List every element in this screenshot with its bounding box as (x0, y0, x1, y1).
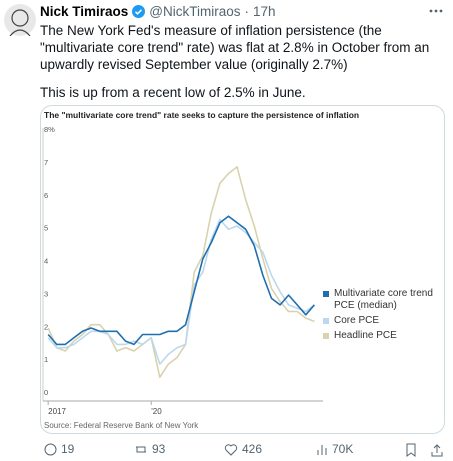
series-line (47, 215, 316, 346)
reply-button[interactable]: 19 (44, 442, 74, 456)
handle[interactable]: @NickTimiraos (149, 4, 241, 19)
like-button[interactable]: 426 (224, 442, 262, 456)
x-tick-label: 2017 (48, 407, 66, 416)
legend-swatch (323, 318, 329, 324)
legend-item: Core PCE (323, 315, 441, 327)
verified-badge (132, 5, 146, 18)
series-line (47, 218, 315, 365)
avatar[interactable] (4, 4, 36, 36)
legend-label: Multivariate core trend PCE (median) (334, 288, 433, 311)
share-button[interactable] (430, 443, 444, 457)
y-tick-label: 0 (44, 388, 48, 397)
series-line (47, 166, 315, 379)
legend-item: Multivariate core trend PCE (median) (323, 288, 441, 312)
y-tick-label: 1 (44, 355, 48, 364)
legend-swatch (323, 333, 329, 339)
legend: Multivariate core trend PCE (median) Core… (323, 288, 441, 345)
y-tick-label: 4 (44, 257, 48, 266)
time[interactable]: 17h (253, 4, 276, 19)
view-count: 70K (332, 442, 354, 456)
post-text: This is up from a recent low of 2.5% in … (40, 85, 306, 100)
like-count: 426 (242, 442, 263, 456)
chart-source: Source: Federal Reserve Bank of New York (44, 421, 199, 430)
legend-item: Headline PCE (323, 330, 441, 342)
media-card[interactable]: The "multivariate core trend" rate seeks… (40, 105, 445, 434)
chart-title: The "multivariate core trend" rate seeks… (44, 110, 359, 120)
y-tick-label: 8% (44, 125, 55, 134)
more-menu[interactable] (428, 8, 444, 14)
header: Nick Timiraos @NickTimiraos · 17h (40, 4, 276, 19)
reply-count: 19 (61, 442, 75, 456)
y-tick-label: 3 (44, 289, 48, 298)
legend-swatch (323, 291, 329, 297)
bookmark-button[interactable] (404, 443, 418, 457)
y-tick-label: 6 (44, 191, 48, 200)
views-button[interactable]: 70K (316, 442, 353, 456)
y-tick-label: 7 (44, 158, 48, 167)
legend-label: Headline PCE (334, 330, 397, 341)
chart: The "multivariate core trend" rate seeks… (42, 110, 359, 430)
repost-count: 93 (152, 442, 166, 456)
dot: · (244, 4, 250, 19)
repost-button[interactable]: 93 (134, 442, 165, 456)
y-tick-label: 5 (44, 224, 48, 233)
x-tick-label: '20 (151, 407, 162, 416)
author[interactable]: Nick Timiraos (40, 4, 129, 19)
legend-label: Core PCE (334, 315, 380, 326)
post-text: The New York Fed's measure of inflation … (40, 23, 430, 72)
y-tick-label: 2 (44, 322, 48, 331)
